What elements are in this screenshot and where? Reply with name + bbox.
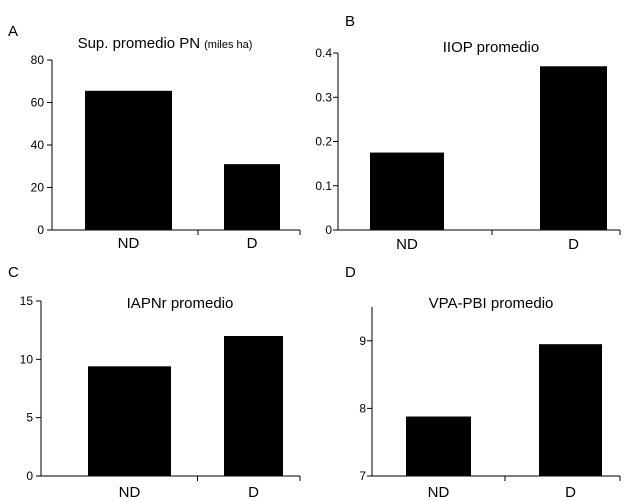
chart-title: VPA-PBI promedio (429, 295, 554, 312)
x-category-label: ND (119, 484, 141, 501)
x-category-label: ND (396, 236, 418, 253)
y-tick-label: 0.4 (315, 46, 332, 60)
x-category-label: ND (428, 484, 450, 501)
x-category-label: D (248, 484, 259, 501)
panel-letter: A (8, 23, 18, 40)
y-tick-label: 20 (31, 181, 45, 195)
y-tick-label: 0.3 (315, 90, 332, 104)
y-tick-label: 60 (31, 96, 45, 110)
y-tick-label: 8 (359, 401, 366, 415)
x-category-label: D (568, 236, 579, 253)
panel-letter: B (345, 13, 355, 30)
y-tick-label: 0 (37, 223, 44, 237)
bar-nd (370, 152, 444, 230)
panel-letter: C (8, 264, 19, 281)
y-tick-label: 0 (325, 223, 332, 237)
bar-nd (88, 366, 171, 476)
chart-title: IAPNr promedio (127, 295, 234, 312)
x-category-label: D (247, 235, 258, 252)
bar-d (540, 66, 607, 231)
y-tick-label: 40 (31, 138, 45, 152)
panel-letter: D (345, 264, 356, 281)
x-category-label: ND (118, 235, 140, 252)
y-tick-label: 80 (31, 53, 45, 67)
y-tick-label: 9 (359, 334, 366, 348)
y-tick-label: 0.1 (315, 179, 332, 193)
bar-d (539, 344, 602, 476)
chart-title: Sup. promedio PN (miles ha) (78, 35, 253, 52)
y-tick-label: 5 (26, 411, 33, 425)
x-category-label: D (565, 484, 576, 501)
bar-d (224, 164, 280, 230)
bar-nd (85, 90, 172, 230)
bar-d (224, 336, 283, 476)
y-tick-label: 10 (20, 352, 34, 366)
y-tick-label: 7 (359, 469, 366, 483)
y-tick-label: 0 (26, 469, 33, 483)
y-tick-label: 15 (20, 294, 34, 308)
bar-nd (406, 416, 471, 476)
y-tick-label: 0.2 (315, 135, 332, 149)
chart-title: IIOP promedio (443, 39, 539, 56)
chart-title-unit: (miles ha) (204, 39, 252, 51)
